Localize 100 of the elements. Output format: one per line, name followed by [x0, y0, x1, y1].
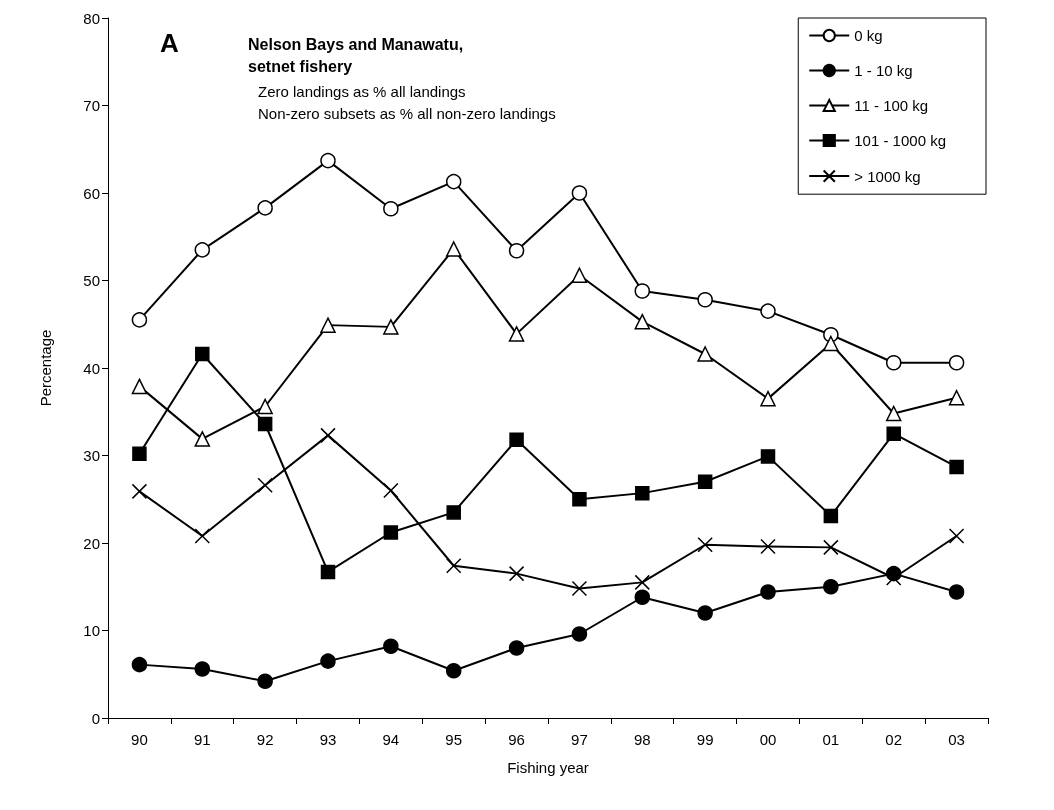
point — [885, 355, 902, 371]
point — [697, 605, 713, 621]
x-tick-label: 92 — [256, 731, 274, 748]
x-tick-label: 90 — [131, 731, 148, 748]
point — [508, 326, 525, 342]
point — [445, 241, 462, 257]
legend-label: 101 - 1000 kg — [854, 132, 947, 149]
point — [697, 292, 713, 308]
point — [885, 405, 902, 422]
y-tick-label: 60 — [83, 184, 100, 202]
point — [823, 335, 839, 352]
point — [634, 574, 651, 591]
point — [508, 243, 525, 259]
x-tick-label: 96 — [508, 731, 525, 748]
point — [194, 661, 211, 677]
point — [257, 477, 273, 493]
point — [823, 508, 839, 524]
point — [635, 485, 650, 501]
point — [445, 558, 462, 574]
y-axis-title: Percentage — [37, 329, 54, 407]
point — [320, 427, 336, 444]
point — [383, 482, 399, 499]
point — [257, 673, 273, 689]
point — [131, 483, 148, 500]
point — [131, 378, 148, 395]
point — [383, 525, 399, 540]
point — [634, 589, 651, 605]
y-tick-label: 70 — [83, 97, 100, 114]
legend-label: 0 kg — [854, 27, 883, 44]
text: Nelson Bays and Manawatu, setnet fishery — [248, 35, 464, 75]
point — [760, 449, 776, 464]
point — [697, 537, 713, 553]
x-axis-title: Fishing year — [507, 759, 589, 776]
point — [760, 390, 776, 407]
point — [572, 492, 587, 507]
point — [634, 313, 651, 330]
point — [697, 346, 713, 362]
x-tick-label: 00 — [759, 731, 777, 748]
point — [760, 584, 776, 600]
x-tick-label: 91 — [193, 731, 211, 748]
x-tick-label: 03 — [948, 731, 965, 748]
y-tick-label: 0 — [91, 709, 100, 727]
point — [320, 564, 336, 580]
y-tick-label: 20 — [83, 534, 100, 552]
point — [885, 570, 902, 586]
point — [446, 505, 461, 520]
point — [571, 580, 588, 597]
point — [949, 459, 964, 475]
y-tick-label: 30 — [83, 447, 100, 464]
point — [508, 640, 525, 656]
y-tick-label: 40 — [83, 359, 100, 377]
point — [571, 267, 588, 283]
point — [383, 638, 399, 654]
annotation: A — [160, 28, 179, 58]
x-tick-label: 98 — [633, 731, 651, 748]
point — [571, 626, 588, 642]
x-tick-label: 97 — [571, 731, 588, 748]
point — [571, 185, 588, 201]
point — [697, 474, 713, 489]
point — [257, 398, 273, 415]
annotation: Zero landings as % all landings Non-zero subsets as % all non-zero landings — [258, 82, 556, 122]
point — [760, 303, 776, 319]
point — [320, 152, 336, 169]
point — [948, 528, 965, 544]
point — [445, 663, 462, 679]
y-tick-label: 50 — [83, 272, 100, 289]
point — [760, 538, 776, 555]
point — [132, 446, 147, 461]
point — [257, 416, 273, 432]
point — [320, 653, 336, 669]
x-tick-label: 95 — [445, 731, 463, 748]
point — [823, 579, 839, 595]
y-tick-label: 10 — [83, 622, 100, 639]
point — [257, 200, 273, 216]
x-tick-label: 02 — [885, 731, 903, 748]
point — [634, 283, 651, 299]
point — [194, 242, 211, 258]
legend-label: 1 - 10 kg — [854, 62, 913, 79]
x-tick-label: 93 — [319, 731, 337, 748]
point — [948, 355, 965, 371]
x-tick-label: 94 — [382, 731, 400, 748]
point — [508, 565, 525, 582]
y-tick-label: 80 — [83, 9, 100, 27]
point — [948, 390, 965, 406]
point — [320, 317, 336, 333]
point — [509, 432, 524, 447]
point — [194, 528, 211, 544]
legend-label: 11 - 100 kg — [854, 97, 929, 114]
point — [131, 312, 148, 328]
x-tick-label: 99 — [696, 731, 714, 748]
point — [383, 319, 399, 335]
point — [948, 584, 965, 600]
point — [195, 346, 210, 362]
point — [131, 656, 148, 673]
point — [445, 173, 462, 190]
point — [886, 426, 901, 441]
point — [823, 539, 839, 556]
point — [383, 201, 399, 217]
x-tick-label: 01 — [822, 731, 840, 748]
point — [194, 431, 211, 447]
